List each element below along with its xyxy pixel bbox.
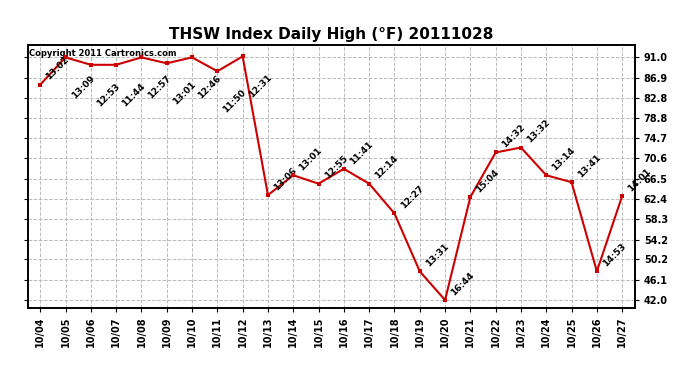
Text: 13:06: 13:06	[272, 166, 299, 192]
Text: 13:02: 13:02	[44, 56, 71, 82]
Text: 12:14: 12:14	[373, 154, 400, 181]
Text: 14:53: 14:53	[601, 242, 628, 268]
Text: 12:31: 12:31	[247, 73, 273, 100]
Text: 14:01: 14:01	[627, 166, 653, 193]
Text: 13:32: 13:32	[525, 118, 552, 145]
Text: 13:01: 13:01	[297, 146, 324, 172]
Text: 11:50: 11:50	[221, 88, 248, 114]
Text: 14:32: 14:32	[500, 123, 526, 150]
Text: Copyright 2011 Cartronics.com: Copyright 2011 Cartronics.com	[29, 49, 177, 58]
Text: 12:53: 12:53	[95, 81, 121, 108]
Text: 11:44: 11:44	[120, 81, 147, 108]
Text: 13:41: 13:41	[575, 153, 602, 179]
Text: 12:57: 12:57	[146, 74, 172, 101]
Text: 13:09: 13:09	[70, 74, 97, 100]
Text: 12:27: 12:27	[399, 184, 425, 211]
Text: 12:55: 12:55	[323, 154, 349, 181]
Title: THSW Index Daily High (°F) 20111028: THSW Index Daily High (°F) 20111028	[169, 27, 493, 42]
Text: 15:04: 15:04	[475, 168, 501, 194]
Text: 16:44: 16:44	[449, 270, 476, 297]
Text: 13:14: 13:14	[551, 146, 577, 172]
Text: 13:31: 13:31	[424, 242, 451, 268]
Text: 13:01: 13:01	[171, 80, 197, 106]
Text: 11:41: 11:41	[348, 140, 375, 166]
Text: 12:46: 12:46	[196, 74, 223, 101]
